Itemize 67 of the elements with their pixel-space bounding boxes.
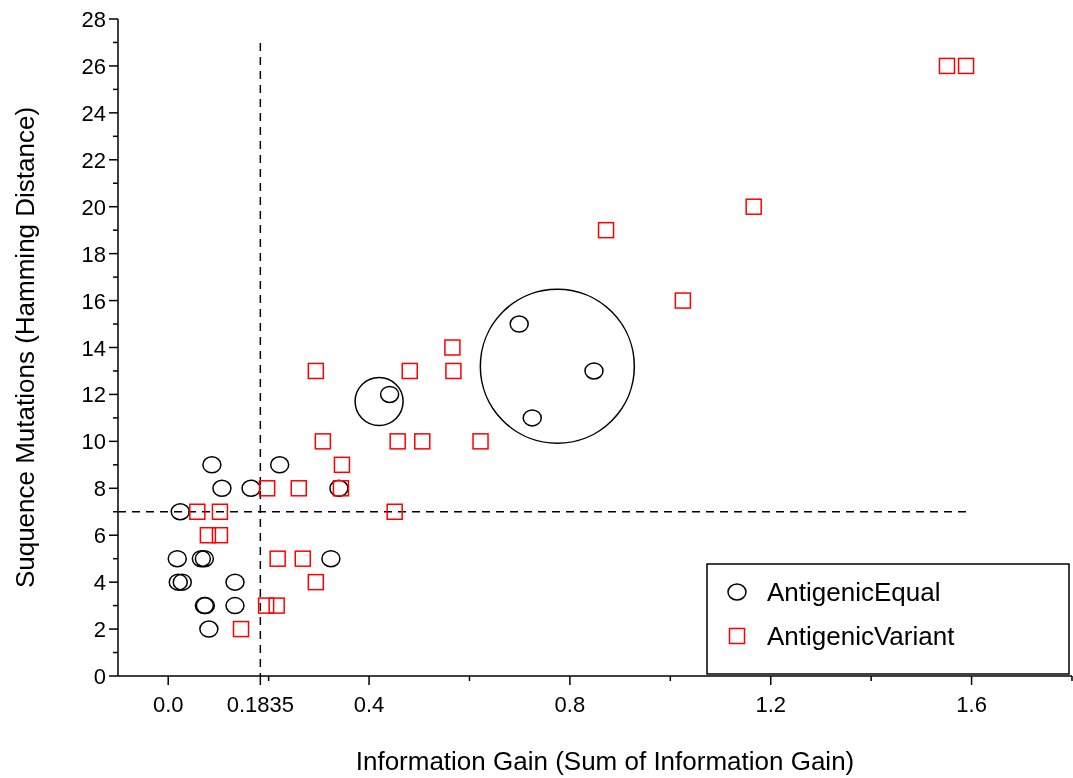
point (938, 57, 956, 75)
legend-label: AntigenicVariant (767, 621, 956, 651)
y-tick-label: 12 (81, 382, 106, 408)
point (294, 550, 312, 567)
y-tick-label: 0 (93, 664, 106, 689)
x-axis-title: Information Gain (Sum of Information Gain) (355, 746, 855, 776)
y-tick-label: 24 (81, 100, 106, 126)
point (168, 573, 188, 591)
y-tick-label: 6 (93, 523, 106, 549)
point (401, 362, 418, 380)
point (290, 480, 308, 497)
point (269, 456, 290, 474)
point (333, 456, 351, 474)
point (745, 198, 762, 215)
point (321, 549, 341, 568)
x-tick-label: 1.6 (956, 692, 987, 717)
point (257, 597, 275, 614)
y-tick-label: 28 (81, 7, 106, 32)
point (199, 620, 219, 638)
y-tick-label: 26 (81, 53, 106, 79)
y-axis-title: Suquence Mutations (Hamming Distance) (10, 106, 40, 589)
point (167, 549, 187, 568)
point (202, 456, 222, 474)
point (522, 409, 542, 427)
y-tick-label: 10 (81, 429, 106, 455)
point (199, 526, 217, 544)
point (232, 620, 250, 638)
point (444, 339, 461, 356)
point (314, 433, 332, 450)
x-tick-label: 0.0 (152, 692, 184, 717)
point (170, 503, 191, 521)
point (445, 362, 462, 380)
point (597, 221, 615, 239)
x-tick-label: 0.1835 (226, 692, 294, 717)
point (414, 433, 431, 450)
point (674, 292, 692, 309)
y-tick-label: 22 (81, 147, 106, 173)
y-tick-label: 4 (93, 570, 106, 596)
point (389, 433, 406, 450)
x-tick-label: 0.8 (554, 692, 586, 717)
point (386, 503, 403, 520)
point (225, 573, 245, 591)
point (268, 597, 285, 614)
point (307, 362, 325, 380)
y-tick-label: 2 (93, 617, 106, 643)
point (211, 526, 229, 544)
point (211, 503, 229, 520)
x-tick-label: 0.4 (353, 692, 385, 717)
point (225, 596, 245, 615)
point (472, 433, 489, 450)
point (212, 479, 232, 498)
point (189, 503, 206, 520)
point (957, 57, 975, 75)
y-tick-label: 20 (81, 194, 106, 220)
point (307, 573, 325, 591)
point (172, 573, 193, 591)
y-tick-label: 8 (93, 476, 106, 502)
point (258, 480, 276, 497)
y-tick-label: 16 (81, 288, 106, 314)
point (584, 362, 604, 380)
point (241, 479, 261, 498)
legend-label: AntigenicEqual (767, 577, 941, 607)
point (509, 315, 529, 333)
y-tick-label: 14 (81, 335, 106, 361)
point (269, 550, 286, 567)
x-tick-label: 1.2 (755, 692, 787, 717)
y-tick-label: 18 (81, 241, 106, 267)
